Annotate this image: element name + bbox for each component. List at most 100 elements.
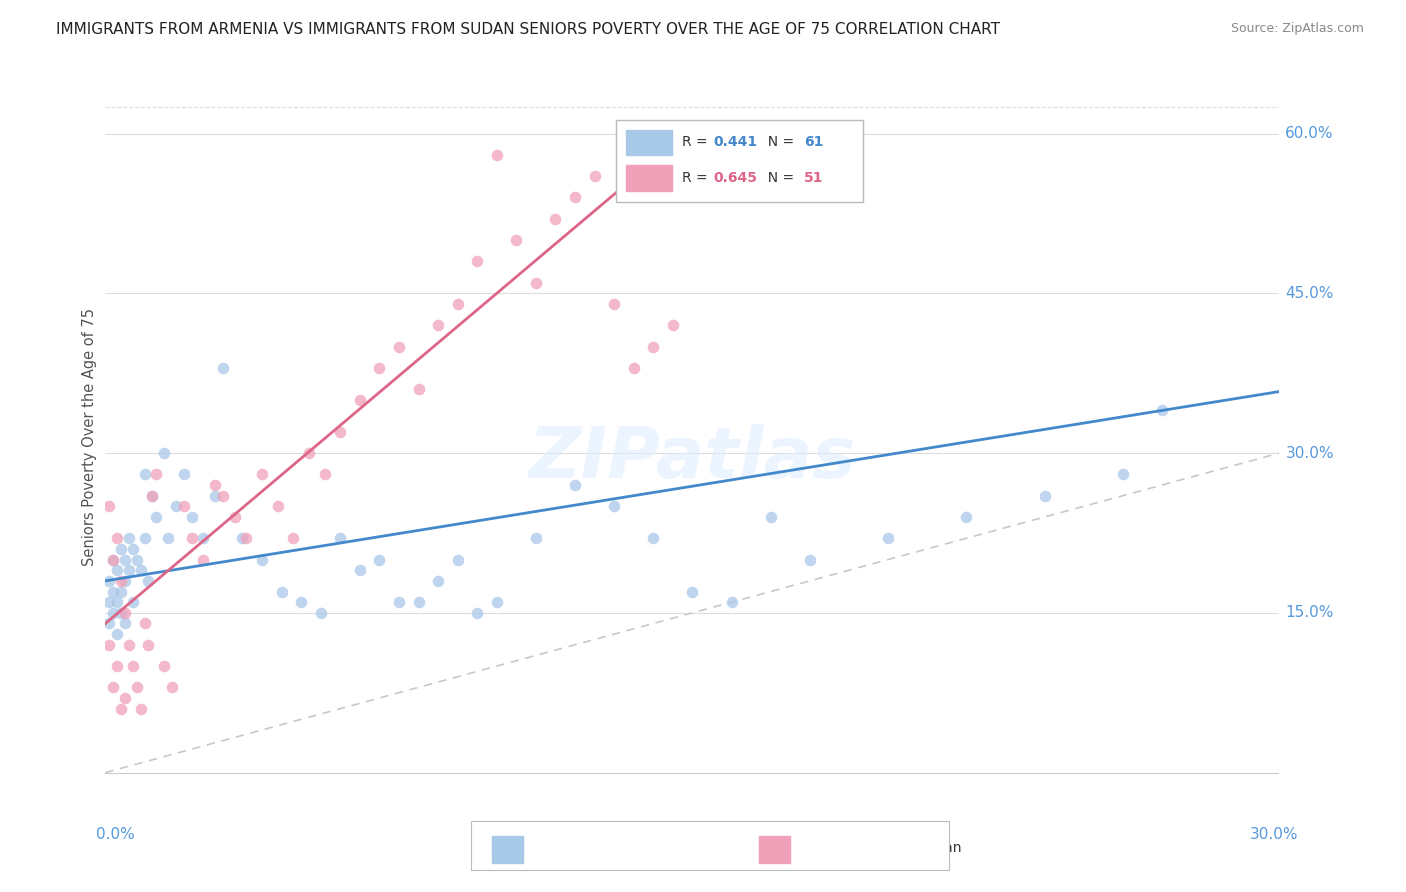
- Point: [105, 563, 128, 577]
- Point: [682, 584, 704, 599]
- FancyBboxPatch shape: [626, 129, 672, 155]
- Point: [105, 595, 128, 609]
- Point: [165, 500, 187, 514]
- Point: [290, 595, 312, 609]
- Point: [309, 606, 332, 620]
- Point: [134, 531, 156, 545]
- Point: [103, 552, 125, 566]
- Point: [153, 446, 176, 460]
- Point: [110, 701, 132, 715]
- Point: [329, 425, 352, 439]
- Point: [485, 595, 508, 609]
- Point: [157, 531, 180, 545]
- Point: [110, 606, 132, 620]
- Text: 0.0%: 0.0%: [96, 827, 135, 841]
- Point: [250, 467, 273, 482]
- Point: [877, 531, 900, 545]
- FancyBboxPatch shape: [616, 120, 863, 202]
- Point: [98, 638, 121, 652]
- Point: [465, 254, 488, 268]
- Point: [121, 595, 143, 609]
- Point: [121, 659, 143, 673]
- Point: [524, 531, 547, 545]
- Point: [173, 467, 195, 482]
- Point: [103, 681, 125, 695]
- Text: 30.0%: 30.0%: [1285, 446, 1334, 460]
- Point: [114, 574, 136, 588]
- Point: [114, 552, 136, 566]
- Point: [682, 148, 704, 162]
- Point: [204, 489, 226, 503]
- Point: [125, 681, 148, 695]
- Point: [118, 638, 141, 652]
- Point: [121, 541, 143, 556]
- Text: 45.0%: 45.0%: [1285, 285, 1334, 301]
- Point: [134, 467, 156, 482]
- Point: [564, 478, 586, 492]
- Point: [98, 595, 121, 609]
- Point: [103, 606, 125, 620]
- Text: N =: N =: [759, 171, 799, 185]
- Point: [349, 563, 371, 577]
- Point: [266, 500, 288, 514]
- Point: [564, 190, 586, 204]
- Point: [1152, 403, 1174, 417]
- Point: [524, 276, 547, 290]
- Point: [623, 360, 645, 375]
- Point: [955, 510, 977, 524]
- Point: [98, 500, 121, 514]
- Point: [224, 510, 246, 524]
- Text: R =: R =: [682, 136, 711, 149]
- Point: [231, 531, 253, 545]
- Text: Immigrants from Armenia: Immigrants from Armenia: [530, 841, 709, 855]
- Point: [114, 616, 136, 631]
- Point: [485, 148, 508, 162]
- Point: [204, 478, 226, 492]
- Text: ZIPatlas: ZIPatlas: [529, 424, 856, 493]
- Point: [235, 531, 257, 545]
- Point: [1112, 467, 1135, 482]
- Point: [720, 595, 742, 609]
- Point: [114, 606, 136, 620]
- Point: [153, 659, 176, 673]
- Point: [368, 552, 391, 566]
- Point: [427, 574, 450, 588]
- Point: [250, 552, 273, 566]
- Point: [329, 531, 352, 545]
- Point: [298, 446, 321, 460]
- Point: [98, 574, 121, 588]
- Point: [643, 531, 665, 545]
- Point: [145, 467, 167, 482]
- Point: [603, 297, 626, 311]
- Point: [103, 552, 125, 566]
- Point: [180, 510, 202, 524]
- Text: 51: 51: [804, 171, 824, 185]
- Point: [105, 659, 128, 673]
- Text: 61: 61: [804, 136, 824, 149]
- Point: [643, 340, 665, 354]
- Text: 0.441: 0.441: [714, 136, 758, 149]
- Point: [105, 531, 128, 545]
- Point: [193, 552, 215, 566]
- Point: [447, 552, 470, 566]
- Point: [759, 510, 782, 524]
- Point: [129, 563, 152, 577]
- Text: IMMIGRANTS FROM ARMENIA VS IMMIGRANTS FROM SUDAN SENIORS POVERTY OVER THE AGE OF: IMMIGRANTS FROM ARMENIA VS IMMIGRANTS FR…: [56, 22, 1000, 37]
- Point: [408, 595, 430, 609]
- Point: [110, 541, 132, 556]
- Point: [388, 340, 411, 354]
- Point: [103, 584, 125, 599]
- Point: [138, 638, 160, 652]
- Point: [160, 681, 183, 695]
- Point: [211, 360, 233, 375]
- Point: [134, 616, 156, 631]
- Point: [193, 531, 215, 545]
- Text: 15.0%: 15.0%: [1285, 606, 1334, 620]
- Point: [110, 584, 132, 599]
- Point: [283, 531, 305, 545]
- Text: 30.0%: 30.0%: [1250, 827, 1298, 841]
- Y-axis label: Seniors Poverty Over the Age of 75: Seniors Poverty Over the Age of 75: [82, 308, 97, 566]
- Point: [110, 574, 132, 588]
- Point: [141, 489, 163, 503]
- Point: [662, 318, 685, 333]
